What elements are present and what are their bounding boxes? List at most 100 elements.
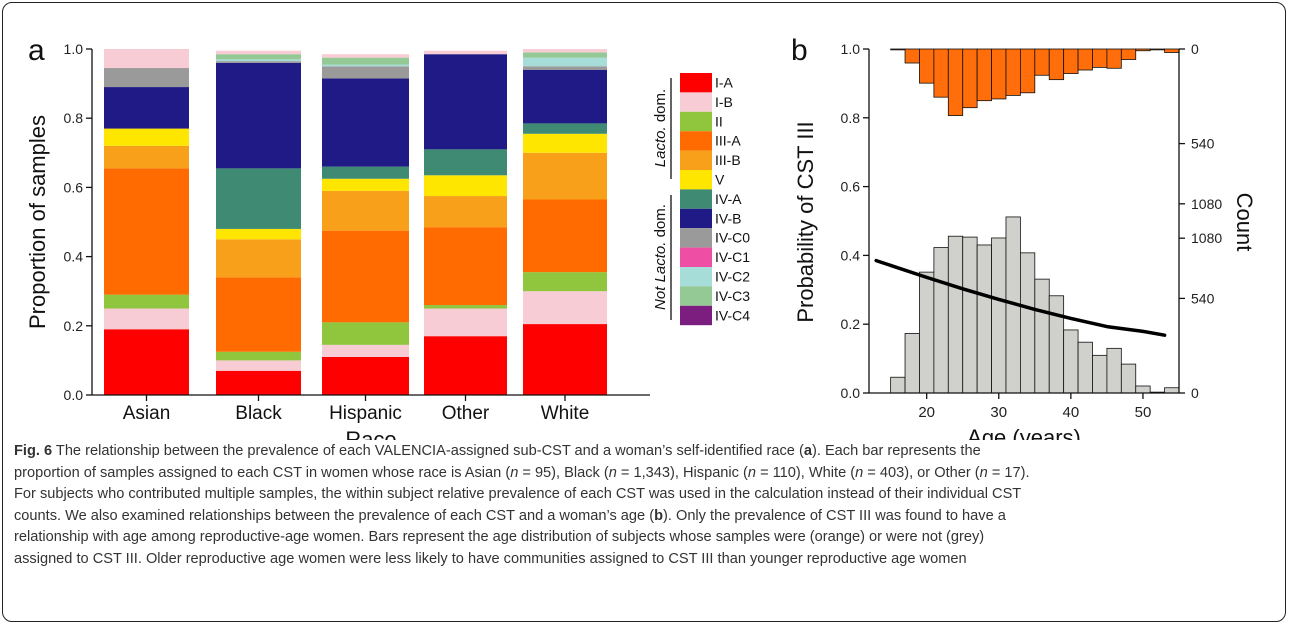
grey-hist-bar-19 xyxy=(919,271,935,394)
bar-segment-white-ii xyxy=(523,272,607,292)
bar-segment-black-iv-a xyxy=(216,168,301,229)
bar-segment-hispanic-ii xyxy=(322,322,409,345)
legend-label-iii-a: III-A xyxy=(715,133,741,149)
legend-swatch-iv-c4 xyxy=(680,305,712,326)
panel-b-count-tick-label-bottom: 0 xyxy=(1191,385,1199,401)
bar-segment-hispanic-iv-c3 xyxy=(322,57,409,65)
bar-segment-black-i-b xyxy=(216,360,301,371)
panel-b-y-tick-label: 0.4 xyxy=(841,247,861,263)
legend: I-A I-B II III-A III-B V IV-A IV-B IV-C0 IV-C1 IV-… xyxy=(652,73,750,326)
panel-b-count-tick-label-bottom: 1080 xyxy=(1191,196,1222,212)
panel-a-x-tick-label: Black xyxy=(235,403,282,424)
bar-segment-hispanic-i-a xyxy=(322,356,409,395)
legend-label-iv-c3: IV-C3 xyxy=(715,288,750,304)
legend-label-iii-b: III-B xyxy=(715,152,741,168)
bar-segment-black-iii-b xyxy=(216,239,301,278)
legend-swatch-iv-c3 xyxy=(680,286,712,306)
legend-swatch-iv-c2 xyxy=(680,267,712,287)
panel-b-y-tick-label: 0.2 xyxy=(841,316,861,332)
bar-segment-white-iv-c3 xyxy=(523,52,607,58)
figure-6: a 0.0 0.2 0.4 0.6 0.8 1.0 Asian Black Hispanic Oth… xyxy=(25,34,1257,440)
grey-hist-bar-49 xyxy=(1135,385,1151,394)
bar-segment-asian-iv-b xyxy=(104,87,189,129)
bar-segment-other-v xyxy=(424,175,507,197)
bar-segment-black-iv-b xyxy=(216,62,301,169)
bar-segment-white-v xyxy=(523,133,607,153)
bar-segment-asian-i-a xyxy=(104,329,189,395)
panel-b-y-label-right: Count xyxy=(1232,193,1257,252)
legend-swatch-iii-b xyxy=(680,150,712,170)
orange-hist-bar-43 xyxy=(1092,48,1108,68)
orange-hist-bar-49 xyxy=(1135,48,1151,52)
bar-segment-hispanic-iv-c2 xyxy=(322,64,409,67)
bar-segment-hispanic-iv-c0 xyxy=(322,66,409,79)
bar-segment-black-ii xyxy=(216,351,301,361)
legend-group-dom-word-2: dom. xyxy=(652,204,669,242)
panel-b-y-tick-label: 0.8 xyxy=(841,110,861,126)
bar-segment-white-i-b xyxy=(523,291,607,325)
orange-hist-bar-25 xyxy=(962,48,978,109)
panel-a: a 0.0 0.2 0.4 0.6 0.8 1.0 Asian Black Hispanic Oth… xyxy=(25,34,650,440)
grey-hist-bar-21 xyxy=(933,247,949,394)
panel-b-count-tick-label-top: 0 xyxy=(1191,41,1199,57)
grey-hist-bar-35 xyxy=(1034,278,1050,394)
panel-b-x-tick-label: 40 xyxy=(1063,404,1080,421)
panel-b-y-tick-label: 1.0 xyxy=(841,41,861,57)
grey-hist-bar-39 xyxy=(1063,329,1079,394)
bar-segment-asian-i-b-top xyxy=(104,49,189,69)
bar-segment-hispanic-iii-a xyxy=(322,230,409,323)
bar-segment-other-iii-a xyxy=(424,227,507,306)
grey-hist-bar-15 xyxy=(890,376,906,394)
orange-hist-bar-17 xyxy=(904,48,920,64)
bar-segment-white-iv-c2 xyxy=(523,57,607,67)
legend-label-iv-c0: IV-C0 xyxy=(715,230,750,246)
panel-a-y-label: Proportion of samples xyxy=(25,115,50,329)
bar-segment-black-iv-c3 xyxy=(216,54,301,60)
panel-a-x-tick-label: Other xyxy=(442,403,490,424)
orange-hist-bar-47 xyxy=(1120,48,1137,60)
bar-segment-asian-iv-c0 xyxy=(104,68,189,88)
bar-segment-black-i-a xyxy=(216,370,301,395)
bar-segment-other-i-a xyxy=(424,336,507,395)
legend-swatch-iii-a xyxy=(680,131,712,151)
panel-a-y-tick-label: 1.0 xyxy=(64,41,84,57)
caption-line-4: counts. We also examined relationships b… xyxy=(14,507,1006,524)
panel-a-y-tick-label: 0.4 xyxy=(64,249,84,265)
panel-b: b 0.0 0.2 0.4 0.6 0.8 1.0 20 30 40 50 0 540 1080 0 540 1… xyxy=(791,34,1257,440)
bar-segment-white-iv-c0 xyxy=(523,66,607,70)
grey-hist-bar-37 xyxy=(1048,295,1065,394)
panel-b-x-tick-label: 20 xyxy=(918,404,935,421)
legend-label-iv-c4: IV-C4 xyxy=(715,307,750,323)
panel-a-letter: a xyxy=(28,34,45,67)
legend-label-iv-c1: IV-C1 xyxy=(715,249,750,265)
grey-hist-bar-41 xyxy=(1077,341,1093,394)
legend-swatch-iv-b xyxy=(680,208,712,229)
grey-hist-bar-29 xyxy=(991,237,1007,394)
grey-hist-bar-27 xyxy=(976,244,992,394)
legend-group-lacto-word: Lacto. xyxy=(652,126,669,167)
bar-segment-other-ii xyxy=(424,305,507,309)
legend-label-v: V xyxy=(715,172,725,188)
bar-segment-white-i-b-top xyxy=(523,49,607,53)
bar-segment-asian-v xyxy=(104,128,189,146)
orange-hist-bar-51 xyxy=(1149,48,1165,51)
figure-caption: Fig. 6 The relationship between the prev… xyxy=(14,441,1274,570)
caption-line-5: relationship with age among reproductive… xyxy=(14,529,985,545)
orange-hist-bar-27 xyxy=(976,48,992,102)
legend-swatch-iv-c0 xyxy=(680,228,712,248)
panel-a-x-tick-label: Asian xyxy=(123,403,171,424)
legend-label-i-b: I-B xyxy=(715,94,733,110)
legend-swatch-v xyxy=(680,170,712,190)
grey-hist-bar-43 xyxy=(1092,354,1108,394)
panel-b-y-label-left: Probability of CST III xyxy=(793,121,818,322)
bar-segment-white-iii-a xyxy=(523,199,607,273)
orange-hist-bar-31 xyxy=(1005,48,1021,96)
orange-hist-bar-33 xyxy=(1019,48,1036,94)
orange-hist-bar-41 xyxy=(1077,48,1093,71)
panel-a-x-tick-label: Hispanic xyxy=(329,403,402,424)
bar-segment-hispanic-iii-b xyxy=(322,190,409,231)
caption-line-3: For subjects who contributed multiple sa… xyxy=(14,486,1022,502)
bar-segment-white-iii-b xyxy=(523,152,607,200)
orange-hist-bar-37 xyxy=(1048,48,1065,81)
